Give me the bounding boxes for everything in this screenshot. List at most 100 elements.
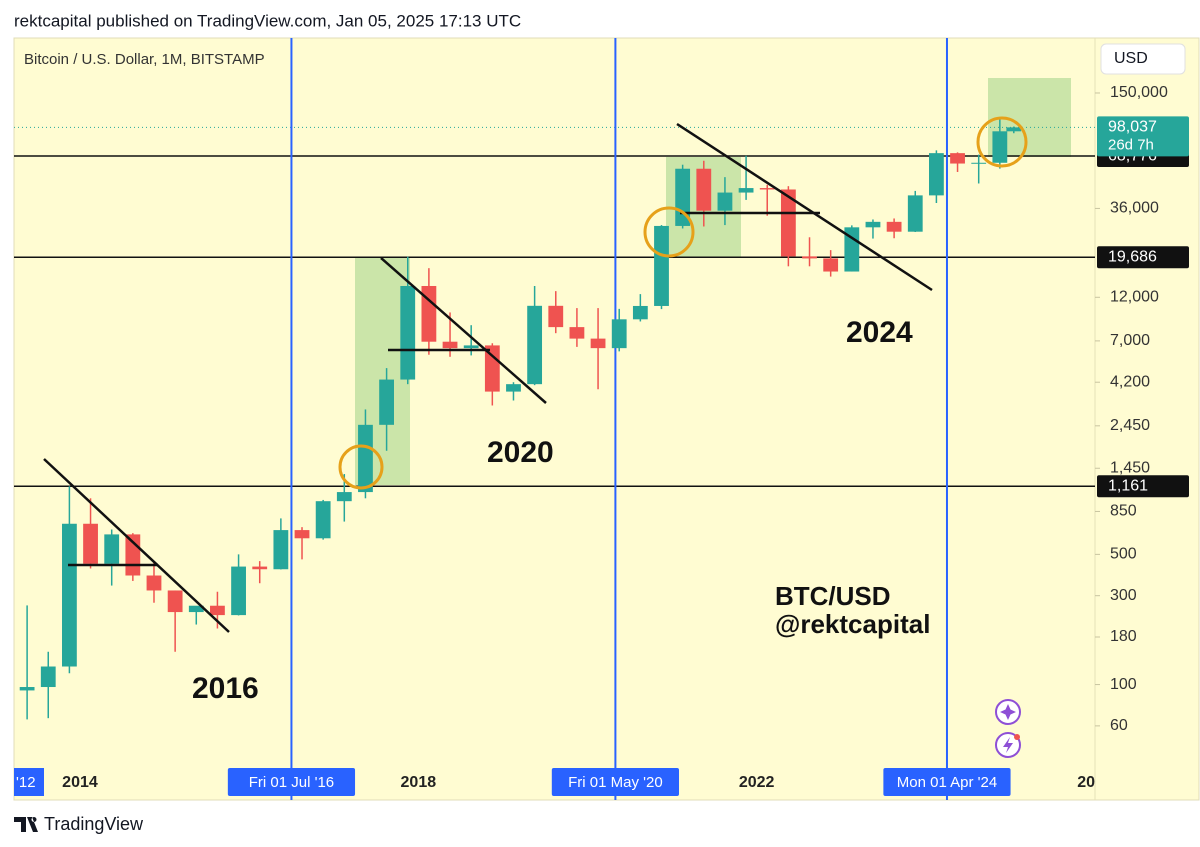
candle-body [231,566,246,616]
candle-body [273,530,289,570]
annotation: 2024 [846,316,913,349]
candle-body [463,345,479,349]
annotation: 2020 [487,436,554,469]
candle-body [167,590,183,613]
y-tick-label: 36,000 [1110,200,1159,217]
date-label: Mon 01 Apr '24 [897,774,997,791]
last-price-box [1097,116,1189,157]
date-label-box [883,768,1011,796]
candle-body [506,384,521,392]
icon-glyph [1000,704,1016,720]
x-tick-label: 2018 [401,774,437,791]
trendline [43,458,230,633]
y-tick-label: 500 [1110,546,1137,563]
candle-body [548,305,564,328]
level-label: 1,161 [1108,477,1148,494]
candle-body [780,189,796,257]
candle-body [569,327,585,339]
candle-body [252,566,268,570]
candle-body [527,305,543,385]
y-tick-label: 60 [1110,717,1128,734]
candle-body [717,192,733,211]
icon-badge [1014,734,1020,740]
candle-body [992,131,1008,163]
side-icons [995,699,1021,758]
currency-button[interactable] [1100,43,1186,75]
date-label-box [14,768,44,796]
candle-body [294,530,310,539]
x-tick-label: 2014 [62,774,98,791]
level-label-box [1097,246,1189,269]
countdown-label: 26d 7h [1108,136,1154,153]
candle-body [654,225,669,306]
currency-label: USD [1114,50,1148,67]
candle-body [1006,127,1022,132]
date-label-box [227,768,356,796]
candle-body [40,666,56,688]
candle-body [104,534,120,564]
candle-body [315,501,331,539]
candle-body [632,305,648,320]
candle-body [738,188,754,193]
candle-body [19,687,35,691]
candle-body [379,379,394,425]
candle-body [400,285,416,380]
axes: 150,000 36,000 12,000 7,000 4,200 2,450 1,450 8… [14,84,1189,796]
candle-body [886,221,902,232]
icon-glyph [1003,737,1013,753]
candle-body [611,319,627,349]
candle-body [844,227,860,272]
candle-body [62,523,77,667]
date-label-box [551,768,680,796]
y-tick-label: 100 [1110,676,1137,693]
x-tick-label: 2026 [1077,774,1113,791]
y-tick-label: 180 [1110,628,1137,645]
date-label: Fri 01 Jul '16 [249,774,334,791]
candle-body [442,341,458,349]
last-price-label: 98,037 [1108,119,1157,136]
footer-logo: TradingView [14,814,144,834]
candle-body [210,605,225,616]
y-tick-label: 150,000 [1110,84,1168,101]
trendline [380,257,547,404]
date-label: '12 [16,774,36,791]
highlight-circle [976,116,1028,168]
annotation: @rektcapital [775,609,930,639]
candle-body [188,605,204,613]
candle-body [83,523,98,564]
highlight-circle [643,206,695,258]
trendline [676,122,933,292]
candle-body [907,195,923,232]
y-tick-label: 7,000 [1110,332,1150,349]
y-tick-label: 850 [1110,503,1137,520]
candle-body [823,258,839,272]
footer: TradingView [44,814,144,834]
candle-body [759,188,775,190]
annotation: BTC/USD [775,581,891,611]
y-tick-label: 300 [1110,587,1137,604]
trendlines [43,116,1028,633]
candle-body [696,168,712,211]
candle-body [865,221,881,228]
candle-body [336,492,352,502]
header: rektcapital published on TradingView.com… [14,11,521,30]
candle-body [421,285,437,342]
annotation: 2016 [192,672,259,705]
candle-body [484,345,500,392]
candle-body [358,424,373,493]
level-label-box [1097,475,1189,498]
highlight-circle [338,444,384,490]
y-tick-label: 12,000 [1110,289,1159,306]
level-label: 19,686 [1108,248,1157,265]
date-label: Fri 01 May '20 [568,774,663,791]
logo-mark [14,817,38,832]
candle-body [590,338,606,349]
y-tick-label: 1,450 [1110,459,1150,476]
y-tick-label: 4,200 [1110,373,1150,390]
candle-body [950,153,965,164]
x-tick-label: 2022 [739,774,775,791]
chart-title: Bitcoin / U.S. Dollar, 1M, BITSTAMP [24,51,265,68]
y-tick-label: 2,450 [1110,417,1150,434]
